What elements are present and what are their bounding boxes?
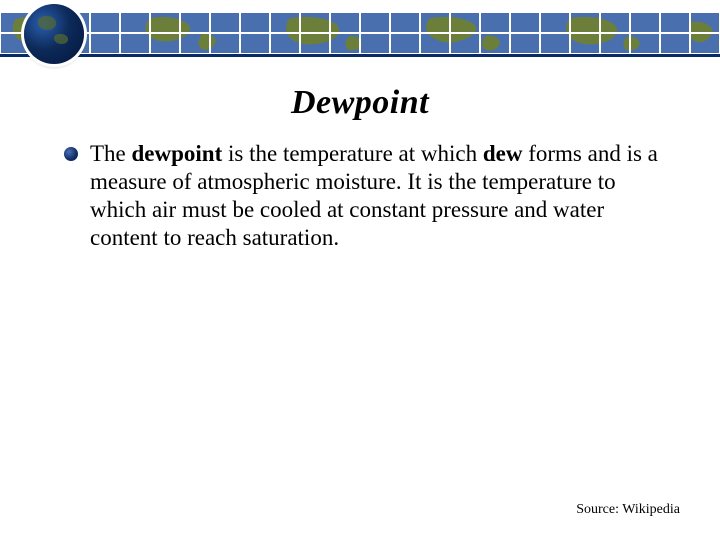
bullet-item: The dewpoint is the temperature at which… xyxy=(64,140,660,252)
slide-title: Dewpoint xyxy=(0,84,720,122)
header-rule xyxy=(0,54,720,57)
source-attribution: Source: Wikipedia xyxy=(576,502,680,518)
globe-icon xyxy=(24,4,84,64)
body-area: The dewpoint is the temperature at which… xyxy=(0,122,720,252)
definition-paragraph: The dewpoint is the temperature at which… xyxy=(90,140,660,252)
map-grid-overlay xyxy=(0,12,720,54)
header-band xyxy=(0,0,720,70)
bullet-icon xyxy=(64,147,78,161)
